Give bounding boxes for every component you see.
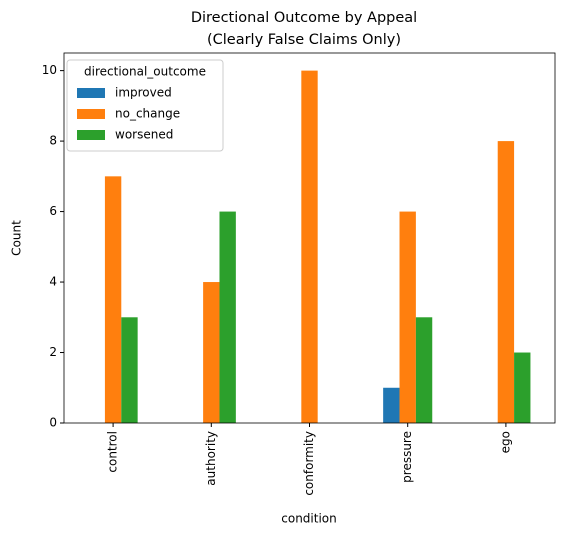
legend-swatch [77,130,105,140]
x-tick-label: ego [498,431,512,453]
legend-swatch [77,109,105,119]
chart-subtitle: (Clearly False Claims Only) [207,32,401,48]
legend-label: worsened [115,128,173,142]
legend-title: directional_outcome [84,65,206,79]
y-tick-label: 2 [49,345,57,359]
y-tick-label: 10 [42,63,57,77]
bar [383,387,400,423]
legend-label: no_change [115,107,180,121]
bar [399,211,416,423]
plot-frame [63,52,556,424]
bar [514,352,531,423]
x-axis-label: condition [281,512,336,526]
y-axis-label: Count [10,220,24,256]
chart-title: Directional Outcome by Appeal [191,10,417,26]
bar [203,282,220,423]
y-tick-label: 6 [49,204,57,218]
legend-swatch [77,88,105,98]
bar [219,211,236,423]
x-tick-label: authority [204,431,218,486]
bar [104,176,122,423]
legend-box [66,59,224,152]
x-tick-label: conformity [302,431,316,496]
bar [301,70,318,423]
bar [415,317,433,423]
bar [121,317,138,423]
bar [497,141,515,423]
x-tick-label: pressure [400,431,414,483]
y-tick-label: 4 [49,275,57,289]
legend-label: improved [115,86,172,100]
y-tick-label: 8 [49,134,57,148]
y-tick-label: 0 [49,416,57,430]
x-tick-label: control [106,431,120,473]
